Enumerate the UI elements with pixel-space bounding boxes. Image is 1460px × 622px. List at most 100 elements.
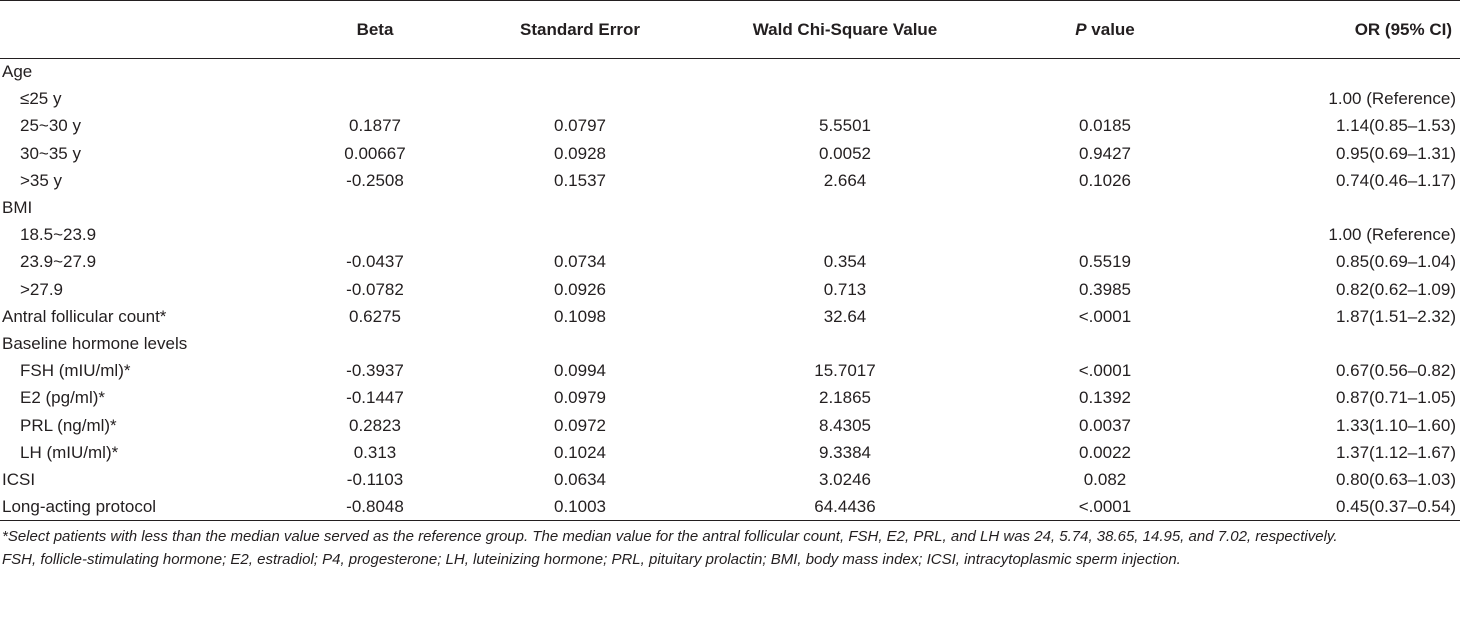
row-label: Baseline hormone levels bbox=[2, 333, 188, 353]
cell-standard-error: 0.0926 bbox=[554, 279, 606, 299]
cell-p-value: <.0001 bbox=[1078, 361, 1132, 381]
cell-wald-chi-square: 9.3384 bbox=[819, 442, 871, 462]
table-row: LH (mIU/ml)* 0.313 0.1024 9.3384 0.0022 1.37(… bbox=[0, 439, 1460, 466]
cell-wald-chi-square: 15.7017 bbox=[814, 361, 876, 381]
cell-wald-chi-square: 0.713 bbox=[823, 279, 867, 299]
cell-beta: -0.8048 bbox=[290, 493, 460, 522]
cell-beta: 0.313 bbox=[353, 442, 397, 462]
cell-beta: -0.1103 bbox=[346, 469, 404, 489]
table-row: 25~30 y 0.1877 0.0797 5.5501 0.0185 1.14(0.85… bbox=[0, 113, 1460, 140]
cell-beta bbox=[290, 222, 460, 249]
cell-or-ci: 0.95(0.69–1.31) bbox=[1335, 143, 1456, 163]
cell-standard-error: 0.0994 bbox=[554, 361, 606, 381]
cell-beta bbox=[290, 194, 460, 221]
table-row: 30~35 y 0.00667 0.0928 0.0052 0.9427 0.95(0.6… bbox=[0, 140, 1460, 167]
cell-p-value: 0.5519 bbox=[1079, 252, 1131, 272]
cell-or-ci bbox=[1220, 194, 1460, 221]
cell-beta: -0.3937 bbox=[346, 361, 404, 381]
cell-beta: -0.2508 bbox=[346, 170, 404, 190]
row-label: BMI bbox=[2, 198, 33, 218]
table-row: >27.9 -0.0782 0.0926 0.713 0.3985 0.82(0.62–1… bbox=[0, 276, 1460, 303]
cell-standard-error: 0.1098 bbox=[554, 306, 606, 326]
row-label: E2 (pg/ml)* bbox=[20, 388, 106, 408]
cell-standard-error: 0.1537 bbox=[554, 170, 606, 190]
cell-p-value bbox=[990, 86, 1220, 113]
cell-or-ci bbox=[1220, 59, 1460, 86]
cell-beta bbox=[290, 86, 460, 113]
cell-standard-error bbox=[460, 330, 700, 357]
cell-or-ci: 0.85(0.69–1.04) bbox=[1335, 252, 1456, 272]
cell-wald-chi-square: 2.664 bbox=[823, 170, 867, 190]
cell-p-value bbox=[990, 222, 1220, 249]
row-label: 25~30 y bbox=[20, 116, 81, 136]
cell-beta: -0.1447 bbox=[346, 388, 404, 408]
cell-standard-error: 0.0979 bbox=[554, 388, 606, 408]
table-row: PRL (ng/ml)* 0.2823 0.0972 8.4305 0.0037 1.33… bbox=[0, 412, 1460, 439]
cell-p-value: 0.1026 bbox=[1079, 170, 1131, 190]
table-row: Long-acting protocol -0.8048 0.1003 64.4436… bbox=[0, 493, 1460, 522]
cell-beta: 0.00667 bbox=[344, 143, 406, 163]
cell-or-ci: 1.00 (Reference) bbox=[1328, 225, 1456, 245]
header-p-rest: value bbox=[1086, 19, 1135, 39]
regression-table: Beta Standard Error Wald Chi-Square Valu… bbox=[0, 0, 1460, 522]
cell-p-value: 0.082 bbox=[1083, 469, 1127, 489]
table-row: FSH (mIU/ml)* -0.3937 0.0994 15.7017 <.0001 0… bbox=[0, 358, 1460, 385]
row-label: 23.9~27.9 bbox=[20, 252, 97, 272]
row-label: Long-acting protocol bbox=[0, 493, 290, 522]
footnote-abbreviations: FSH, follicle-stimulating hormone; E2, e… bbox=[2, 551, 1181, 569]
footnote-median: *Select patients with less than the medi… bbox=[2, 528, 1338, 546]
cell-wald-chi-square: 64.4436 bbox=[700, 493, 990, 522]
cell-p-value: 0.0037 bbox=[1079, 415, 1131, 435]
cell-or-ci: 0.45(0.37–0.54) bbox=[1220, 493, 1460, 522]
cell-standard-error: 0.1024 bbox=[554, 442, 606, 462]
cell-or-ci: 0.80(0.63–1.03) bbox=[1335, 469, 1456, 489]
cell-standard-error bbox=[460, 194, 700, 221]
row-label: 30~35 y bbox=[20, 143, 81, 163]
table-row: BMI bbox=[0, 194, 1460, 221]
table-row: E2 (pg/ml)* -0.1447 0.0979 2.1865 0.1392 0.87… bbox=[0, 385, 1460, 412]
cell-or-ci: 0.87(0.71–1.05) bbox=[1335, 388, 1456, 408]
cell-standard-error: 0.1003 bbox=[460, 493, 700, 522]
cell-beta: 0.6275 bbox=[349, 306, 401, 326]
row-label: 18.5~23.9 bbox=[20, 225, 97, 245]
cell-wald-chi-square bbox=[700, 194, 990, 221]
cell-wald-chi-square bbox=[700, 86, 990, 113]
row-label: ICSI bbox=[2, 469, 36, 489]
cell-p-value bbox=[990, 194, 1220, 221]
table-body: Age ≤25 y 1.00 (Reference) 25~30 y 0.1877 0.0… bbox=[0, 59, 1460, 522]
cell-wald-chi-square: 8.4305 bbox=[819, 415, 871, 435]
cell-beta: -0.0437 bbox=[346, 252, 404, 272]
table-row: ICSI -0.1103 0.0634 3.0246 0.082 0.80(0.63–1.… bbox=[0, 466, 1460, 493]
cell-wald-chi-square bbox=[700, 330, 990, 357]
cell-or-ci: 1.37(1.12–1.67) bbox=[1335, 442, 1456, 462]
cell-standard-error: 0.0634 bbox=[554, 469, 606, 489]
header-wald-chi-square: Wald Chi-Square Value bbox=[700, 0, 990, 59]
cell-or-ci: 1.14(0.85–1.53) bbox=[1335, 116, 1456, 136]
cell-p-value: <.0001 bbox=[1078, 306, 1132, 326]
header-standard-error: Standard Error bbox=[460, 0, 700, 59]
row-label: FSH (mIU/ml)* bbox=[20, 361, 131, 381]
cell-wald-chi-square: 5.5501 bbox=[819, 116, 871, 136]
row-label: ≤25 y bbox=[20, 89, 62, 109]
cell-wald-chi-square bbox=[700, 59, 990, 86]
cell-beta: 0.2823 bbox=[349, 415, 401, 435]
cell-or-ci: 0.74(0.46–1.17) bbox=[1335, 170, 1456, 190]
cell-standard-error bbox=[460, 59, 700, 86]
table-row: ≤25 y 1.00 (Reference) bbox=[0, 86, 1460, 113]
cell-p-value bbox=[990, 59, 1220, 86]
header-p-value: P value bbox=[990, 0, 1220, 59]
cell-beta bbox=[290, 330, 460, 357]
cell-or-ci: 0.82(0.62–1.09) bbox=[1335, 279, 1456, 299]
table-row: Antral follicular count* 0.6275 0.1098 32.6… bbox=[0, 303, 1460, 330]
cell-standard-error bbox=[460, 86, 700, 113]
cell-or-ci: 1.33(1.10–1.60) bbox=[1335, 415, 1456, 435]
cell-p-value: <.0001 bbox=[990, 493, 1220, 522]
cell-or-ci bbox=[1220, 330, 1460, 357]
cell-wald-chi-square: 0.354 bbox=[823, 252, 867, 272]
table-row: Age bbox=[0, 59, 1460, 86]
table-row: >35 y -0.2508 0.1537 2.664 0.1026 0.74(0.46–1… bbox=[0, 167, 1460, 194]
cell-p-value: 0.9427 bbox=[1079, 143, 1131, 163]
header-beta: Beta bbox=[290, 0, 460, 59]
cell-wald-chi-square bbox=[700, 222, 990, 249]
